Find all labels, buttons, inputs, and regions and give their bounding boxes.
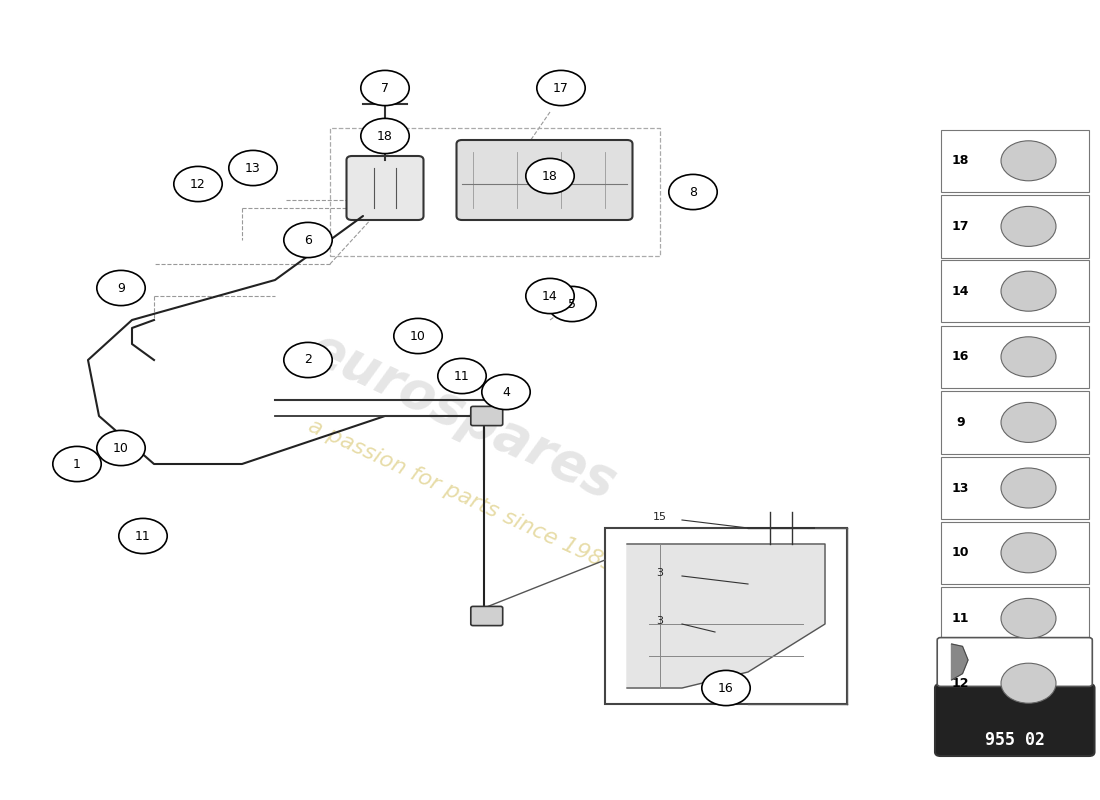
Circle shape: [526, 158, 574, 194]
FancyBboxPatch shape: [940, 652, 1089, 714]
Text: 11: 11: [952, 612, 969, 625]
Circle shape: [1001, 598, 1056, 638]
Circle shape: [229, 150, 277, 186]
Text: 9: 9: [117, 282, 125, 294]
Text: 11: 11: [135, 530, 151, 542]
Text: 12: 12: [952, 677, 969, 690]
Circle shape: [1001, 206, 1056, 246]
FancyBboxPatch shape: [456, 140, 632, 220]
Text: 18: 18: [377, 130, 393, 142]
Text: 4: 4: [502, 386, 510, 398]
FancyBboxPatch shape: [940, 522, 1089, 584]
Circle shape: [174, 166, 222, 202]
Text: 955 02: 955 02: [984, 731, 1045, 749]
Circle shape: [438, 358, 486, 394]
Text: 5: 5: [568, 298, 576, 310]
Circle shape: [1001, 337, 1056, 377]
Text: 16: 16: [718, 682, 734, 694]
Circle shape: [284, 342, 332, 378]
Text: a passion for parts since 1985: a passion for parts since 1985: [306, 416, 618, 576]
FancyBboxPatch shape: [940, 130, 1089, 192]
Circle shape: [537, 70, 585, 106]
Text: 1: 1: [73, 458, 81, 470]
Circle shape: [526, 278, 574, 314]
Text: 8: 8: [689, 186, 697, 198]
Circle shape: [119, 518, 167, 554]
FancyBboxPatch shape: [935, 684, 1094, 756]
Text: 15: 15: [653, 512, 667, 522]
Polygon shape: [952, 644, 968, 680]
Text: 7: 7: [381, 82, 389, 94]
FancyBboxPatch shape: [471, 406, 503, 426]
Text: 2: 2: [304, 354, 312, 366]
Circle shape: [284, 222, 332, 258]
Circle shape: [97, 270, 145, 306]
FancyBboxPatch shape: [940, 195, 1089, 258]
Circle shape: [394, 318, 442, 354]
FancyBboxPatch shape: [937, 638, 1092, 686]
Text: 13: 13: [952, 482, 969, 494]
Circle shape: [1001, 663, 1056, 703]
Text: 3: 3: [657, 568, 663, 578]
Polygon shape: [627, 544, 825, 688]
Text: 17: 17: [553, 82, 569, 94]
Circle shape: [361, 118, 409, 154]
Text: 11: 11: [454, 370, 470, 382]
Text: 10: 10: [952, 546, 969, 559]
Text: eurospares: eurospares: [300, 322, 624, 510]
Circle shape: [1001, 271, 1056, 311]
Circle shape: [1001, 533, 1056, 573]
Text: 6: 6: [304, 234, 312, 246]
Text: 12: 12: [190, 178, 206, 190]
Circle shape: [1001, 141, 1056, 181]
Circle shape: [548, 286, 596, 322]
Circle shape: [669, 174, 717, 210]
FancyBboxPatch shape: [940, 260, 1089, 322]
FancyBboxPatch shape: [940, 391, 1089, 454]
Text: 14: 14: [542, 290, 558, 302]
Circle shape: [1001, 402, 1056, 442]
Circle shape: [482, 374, 530, 410]
FancyBboxPatch shape: [471, 606, 503, 626]
Text: 18: 18: [542, 170, 558, 182]
FancyBboxPatch shape: [940, 326, 1089, 388]
Text: 18: 18: [952, 154, 969, 167]
Circle shape: [361, 70, 409, 106]
Circle shape: [97, 430, 145, 466]
Text: 10: 10: [113, 442, 129, 454]
FancyBboxPatch shape: [605, 528, 847, 704]
Circle shape: [702, 670, 750, 706]
Text: 10: 10: [410, 330, 426, 342]
Text: 14: 14: [952, 285, 969, 298]
Circle shape: [1001, 468, 1056, 508]
FancyBboxPatch shape: [346, 156, 424, 220]
FancyBboxPatch shape: [940, 587, 1089, 650]
Text: 9: 9: [956, 416, 965, 429]
FancyBboxPatch shape: [940, 457, 1089, 519]
Text: 16: 16: [952, 350, 969, 363]
Circle shape: [53, 446, 101, 482]
Text: 17: 17: [952, 220, 969, 233]
Text: 13: 13: [245, 162, 261, 174]
Text: 3: 3: [657, 616, 663, 626]
